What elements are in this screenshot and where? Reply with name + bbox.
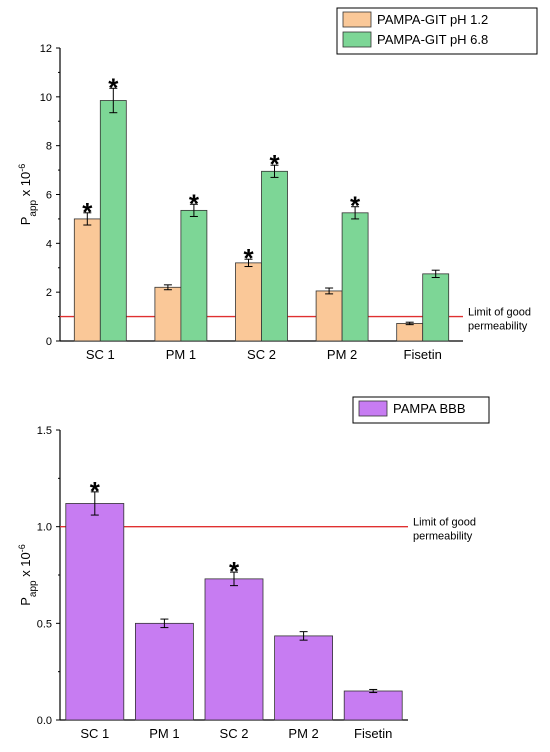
bar: [343, 690, 403, 721]
y-tick-label: 1.5: [37, 425, 52, 437]
y-axis-label-sup: -6: [17, 544, 27, 552]
y-axis-label-sub: app: [28, 580, 39, 597]
y-tick-label: 6: [46, 190, 52, 202]
y-tick-label: 0: [46, 336, 52, 348]
threshold-label-line1: Limit of good: [413, 517, 476, 529]
legend-label: PAMPA BBB: [393, 401, 466, 416]
y-axis-label: Papp x 10-6: [17, 164, 39, 226]
chart-gastrointestinal-permeability: 0 2 4 6 8 10 12 Papp x 10-6 Limit of good permeab…: [17, 7, 538, 362]
x-tick-label: Fisetin: [354, 726, 392, 741]
x-tick-label: SC 2: [247, 347, 276, 362]
x-tick-label: SC 2: [220, 726, 249, 741]
legend-label: PAMPA-GIT pH 1.2: [377, 12, 488, 27]
legend-swatch: [342, 31, 372, 48]
legend-swatch: [342, 11, 372, 28]
y-axis-label-main: P: [18, 597, 33, 606]
significance-marker: *: [82, 197, 93, 227]
y-tick-label: 0.5: [37, 618, 52, 630]
threshold-label-line1: Limit of good: [468, 307, 531, 319]
y-tick-label: 12: [40, 43, 52, 55]
significance-marker: *: [189, 188, 200, 218]
x-tick-label: PM 2: [288, 726, 318, 741]
y-tick-label: 10: [40, 92, 52, 104]
y-tick-label: 8: [46, 141, 52, 153]
y-tick-label: 0.0: [37, 715, 52, 727]
threshold-label-line2: permeability: [413, 531, 473, 543]
legend-swatch: [358, 400, 388, 417]
y-axis-label-sup: -6: [17, 164, 27, 172]
y-axis-label: Papp x 10-6: [17, 544, 39, 606]
significance-marker: *: [350, 191, 361, 221]
x-tick-label: PM 1: [166, 347, 196, 362]
legend-label: PAMPA-GIT pH 6.8: [377, 32, 488, 47]
bar: [261, 170, 288, 342]
bar: [422, 273, 450, 342]
threshold-label-line2: permeability: [468, 321, 528, 333]
significance-marker: *: [90, 476, 101, 506]
y-axis-label-main: P: [18, 217, 33, 226]
x-tick-label: PM 2: [327, 347, 357, 362]
y-tick-label: 1.0: [37, 522, 52, 534]
bar: [99, 100, 127, 342]
significance-marker: *: [243, 243, 254, 273]
significance-marker: *: [229, 556, 240, 586]
y-tick-label: 4: [46, 238, 52, 250]
significance-marker: *: [108, 72, 119, 102]
x-tick-label: Fisetin: [404, 347, 442, 362]
x-tick-label: PM 1: [149, 726, 179, 741]
bar: [180, 209, 208, 342]
bar: [274, 635, 334, 721]
x-tick-label: SC 1: [86, 347, 115, 362]
bar: [204, 578, 264, 721]
y-axis-label-mid: x 10: [18, 552, 33, 580]
significance-marker: *: [269, 149, 280, 179]
bar: [315, 290, 343, 342]
x-tick-label: SC 1: [80, 726, 109, 741]
bar: [134, 622, 194, 721]
y-axis-label-mid: x 10: [18, 172, 33, 200]
bar: [65, 503, 125, 721]
y-tick-label: 2: [46, 287, 52, 299]
y-axis-label-sub: app: [28, 199, 39, 216]
